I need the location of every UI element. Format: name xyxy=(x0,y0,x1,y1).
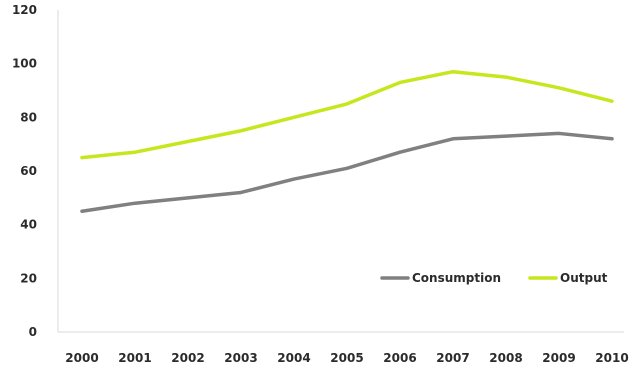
x-tick-label: 2009 xyxy=(542,351,575,365)
x-tick-label: 2003 xyxy=(224,351,257,365)
y-tick-label: 60 xyxy=(20,164,37,178)
x-tick-label: 2006 xyxy=(383,351,416,365)
y-tick-label: 100 xyxy=(12,57,37,71)
x-tick-label: 2002 xyxy=(171,351,204,365)
x-tick-label: 2005 xyxy=(330,351,363,365)
series-line-consumption xyxy=(80,131,614,213)
y-tick-label: 120 xyxy=(12,3,37,17)
legend-label-output: Output xyxy=(560,271,608,285)
x-tick-label: 2001 xyxy=(118,351,151,365)
y-tick-label: 40 xyxy=(20,218,37,232)
y-tick-label: 0 xyxy=(29,325,37,339)
series-line-output xyxy=(80,69,614,160)
x-tick-label: 2008 xyxy=(489,351,522,365)
x-axis: 2000 2001 2002 2003 2004 2005 2006 2007 2008 2009… xyxy=(58,331,629,365)
legend-label-consumption: Consumption xyxy=(412,271,501,285)
series-lines xyxy=(80,69,614,213)
y-tick-label: 20 xyxy=(20,271,37,285)
x-tick-label: 2000 xyxy=(65,351,98,365)
legend: Consumption Output xyxy=(380,271,608,285)
x-tick-label: 2010 xyxy=(595,351,628,365)
y-axis: 0 20 40 60 80 100 120 xyxy=(12,3,59,339)
y-tick-label: 80 xyxy=(20,110,37,124)
x-tick-label: 2007 xyxy=(436,351,469,365)
x-tick-label: 2004 xyxy=(277,351,310,365)
